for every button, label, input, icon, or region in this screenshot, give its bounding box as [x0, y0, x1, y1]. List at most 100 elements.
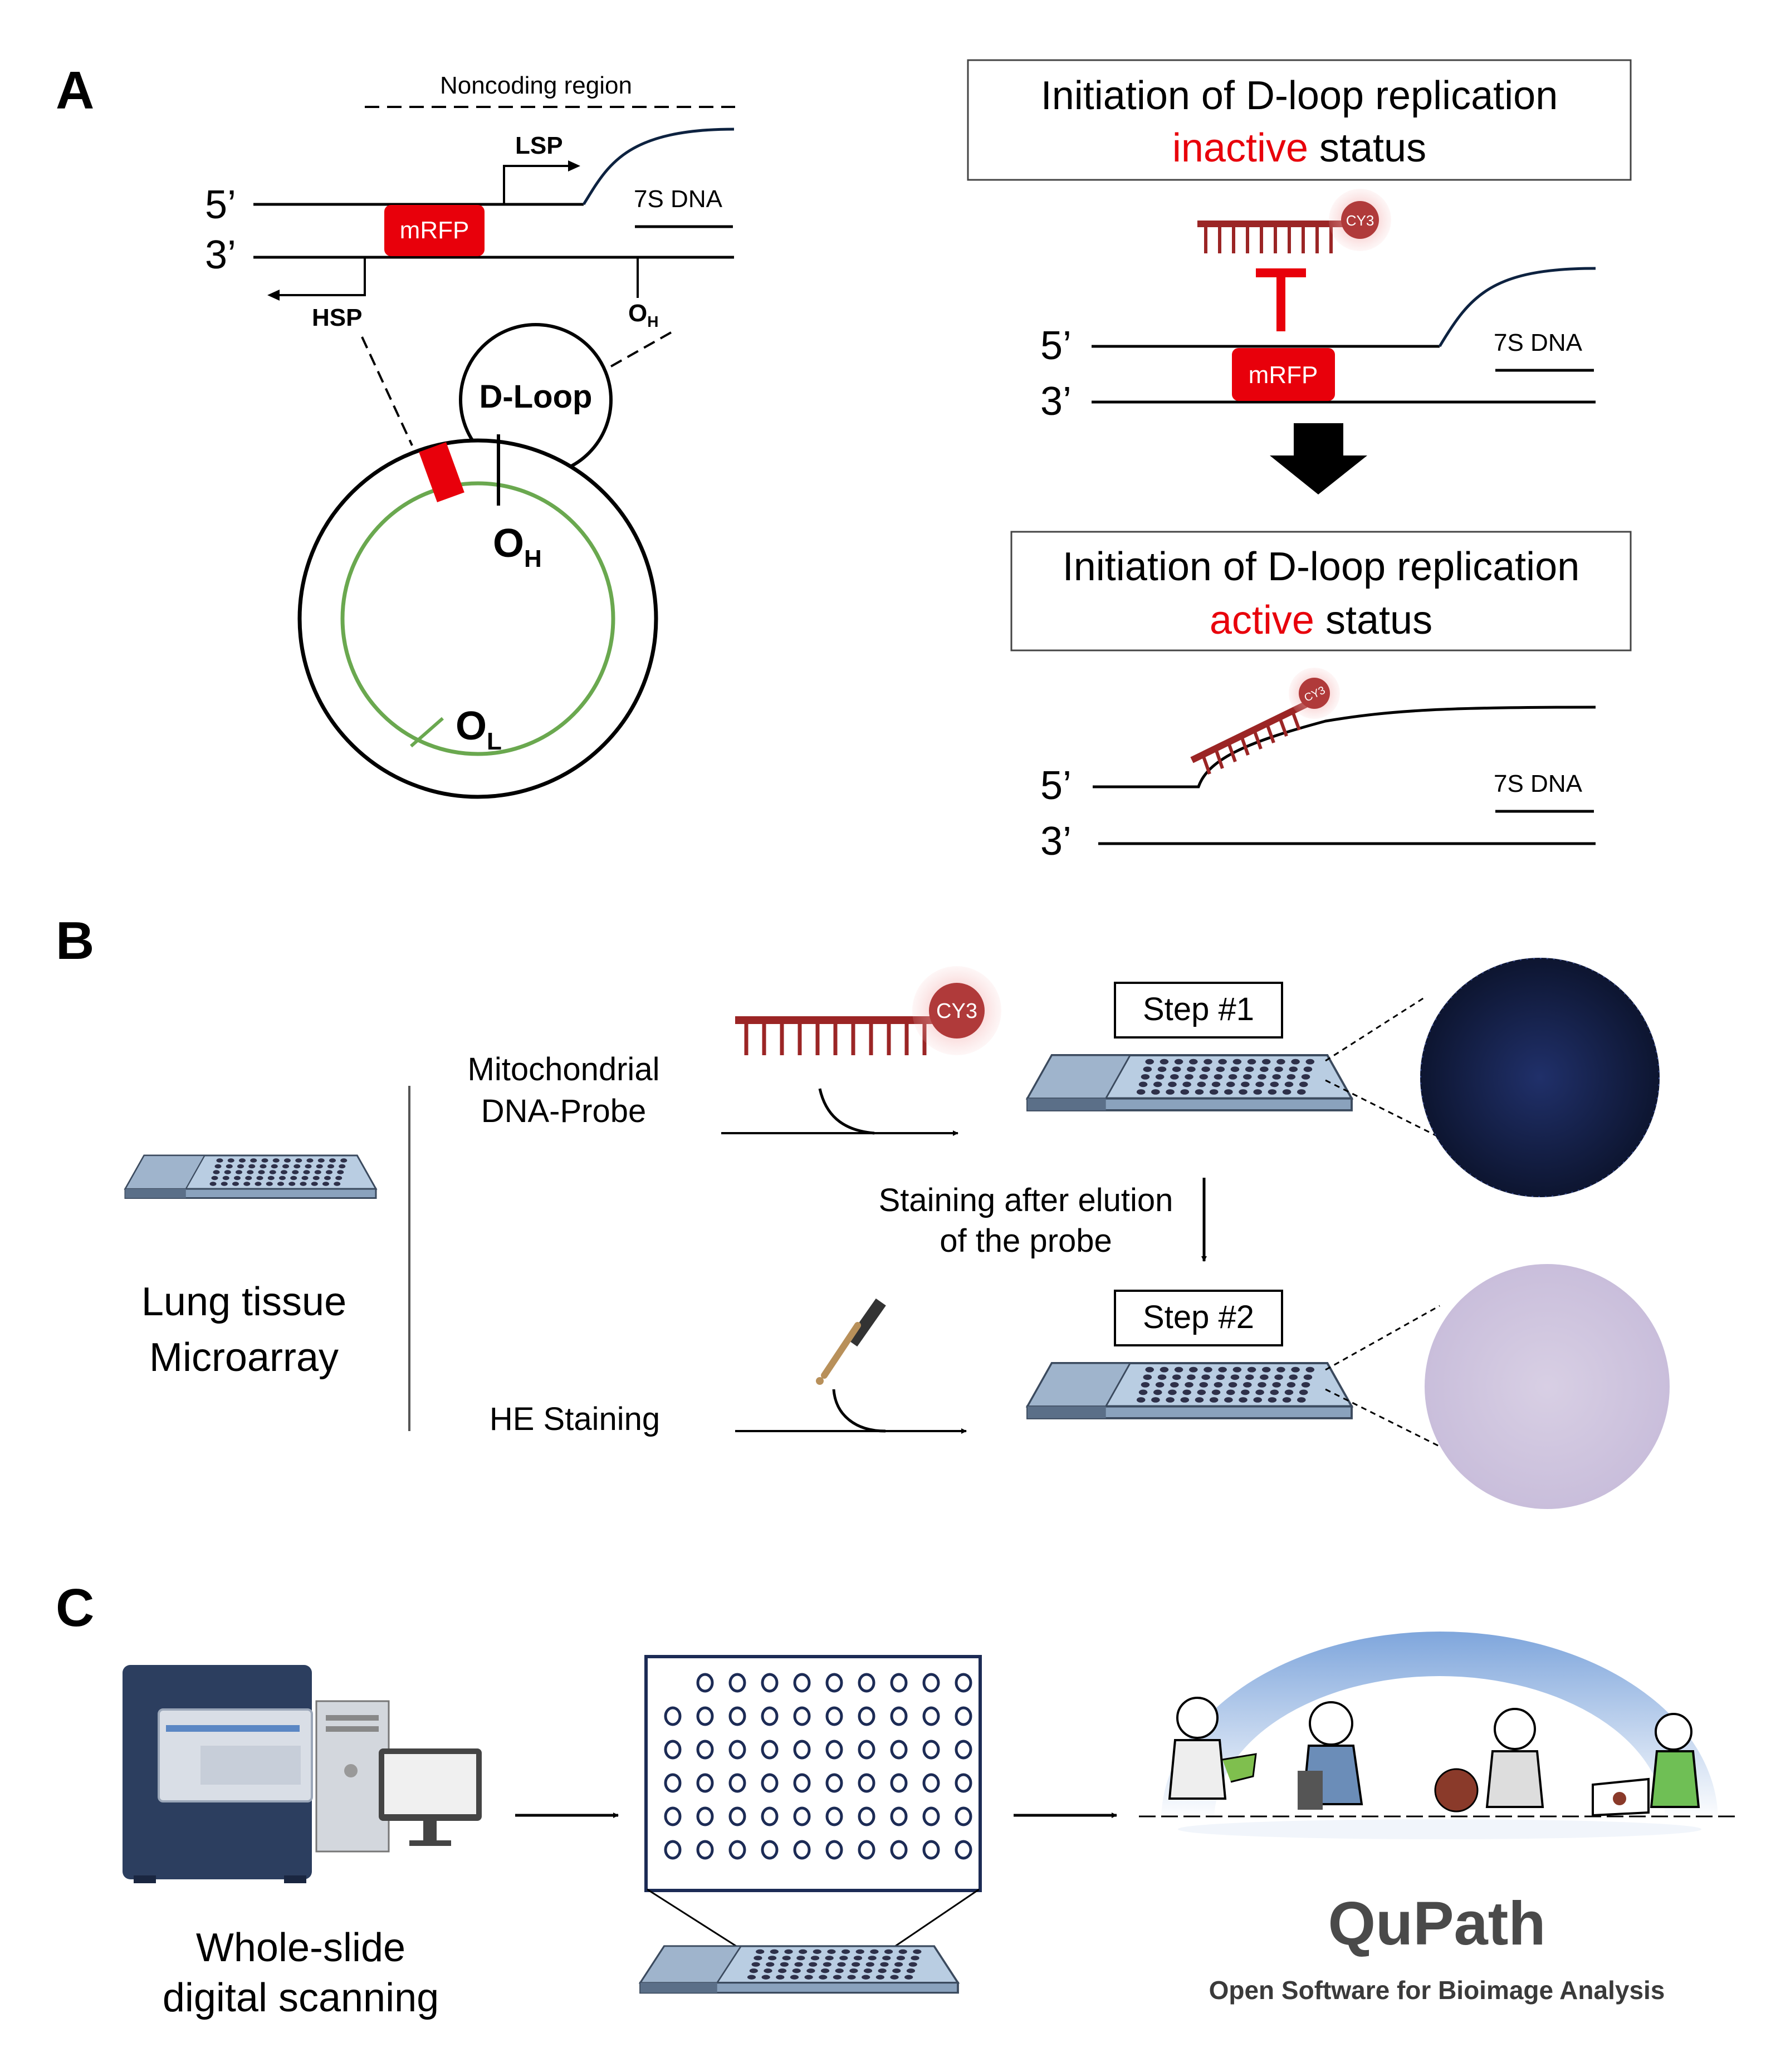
slide-core-dot — [1141, 1074, 1150, 1080]
slide-core-dot — [1301, 1382, 1310, 1388]
slide-core-dot — [1187, 1066, 1196, 1072]
slide-core-dot — [896, 1956, 905, 1961]
slide-core-dot — [1232, 1059, 1242, 1065]
probe-flow-curve — [818, 1088, 875, 1135]
slide-core-dot — [847, 1975, 856, 1980]
tma-core-circle — [825, 1706, 843, 1726]
tma-core-circle — [858, 1773, 875, 1793]
slide-core-dot — [1289, 1374, 1298, 1380]
dloop-label: D-Loop — [480, 379, 593, 415]
ol-origin-tick — [410, 717, 444, 748]
tma-core-circle — [858, 1673, 875, 1693]
tma-core-circle — [728, 1740, 746, 1760]
slide-core-dot — [1255, 1081, 1264, 1088]
tma-core-circle — [955, 1840, 972, 1860]
computer-tower-icon — [315, 1700, 390, 1853]
seven-s-label-r2: 7S DNA — [1494, 770, 1583, 797]
three-prime-label: 3’ — [205, 233, 236, 277]
slide-core-dot — [1138, 1389, 1148, 1395]
slide-core-dot — [833, 1975, 842, 1980]
slide-core-dot — [794, 1962, 803, 1967]
slide-core-dot — [1272, 1382, 1281, 1388]
slide-core-dot — [222, 1175, 229, 1180]
slide-core-dot — [1155, 1382, 1165, 1388]
tma-core-circle — [922, 1673, 940, 1693]
scan-label-line2: digital scanning — [163, 1976, 439, 2020]
slide-core-dot — [1211, 1389, 1221, 1395]
slide-core-dot — [749, 1968, 758, 1973]
oh-small-label: OH — [628, 300, 658, 330]
slide-core-dot — [1157, 1066, 1167, 1072]
seven-s-dna-label: 7S DNA — [634, 185, 723, 213]
slide-core-dot — [806, 1968, 815, 1973]
slide-core-dot — [1189, 1366, 1198, 1373]
slide-core-dot — [250, 1158, 257, 1163]
slide-core-dot — [277, 1182, 284, 1186]
slide-core-dot — [1286, 1382, 1296, 1388]
slide-core-dot — [1258, 1382, 1266, 1388]
slide-core-dot — [1247, 1366, 1256, 1373]
slide-core-dot — [324, 1175, 331, 1180]
microarray-slide-left — [124, 1154, 377, 1199]
slide-core-dot — [1260, 1066, 1269, 1072]
tma-core-circle — [858, 1840, 875, 1860]
tma-core-circle — [922, 1840, 940, 1860]
slide-core-dot — [300, 1182, 307, 1186]
slide-core-dot — [820, 1968, 830, 1973]
tma-core-circle — [922, 1740, 940, 1760]
slide-core-dot — [884, 1949, 893, 1954]
slide-core-dot — [1218, 1366, 1227, 1373]
tma-core-circle — [825, 1773, 843, 1793]
slide-core-dot — [1195, 1397, 1204, 1403]
slide-core-dot — [908, 1962, 917, 1967]
slide-core-dot — [747, 1975, 756, 1980]
tma-core-circle — [761, 1740, 779, 1760]
slide-core-dot — [1218, 1059, 1227, 1065]
slide-core-dot — [1245, 1374, 1254, 1380]
slide-core-dot — [234, 1175, 241, 1180]
slide-core-dot — [236, 1170, 242, 1174]
slide-core-dot — [255, 1182, 262, 1186]
mrfp-label: mRFP — [400, 217, 469, 244]
microarray-slide-c — [639, 1945, 959, 1994]
slide-core-dot — [256, 1175, 263, 1180]
slide-core-dot — [1136, 1397, 1146, 1403]
tma-core-circle — [728, 1673, 746, 1693]
slide-core-dot — [1180, 1397, 1190, 1403]
hsp-arrowhead — [267, 290, 280, 301]
slide-core-dot — [317, 1158, 325, 1163]
tma-core-circle — [664, 1840, 682, 1860]
slide-core-dot — [1239, 1397, 1248, 1403]
zoom-line-step1-bottom — [1325, 1079, 1449, 1143]
slide-core-dot — [1170, 1382, 1179, 1388]
tma-core-circle — [793, 1773, 811, 1793]
tma-core-circle — [761, 1806, 779, 1826]
slide-core-dot — [1299, 1081, 1308, 1088]
tma-core-circle — [825, 1806, 843, 1826]
slide-core-dot — [224, 1170, 231, 1174]
slide-core-dot — [842, 1949, 850, 1954]
slide-core-dot — [211, 1175, 218, 1180]
transition-arrow — [1270, 423, 1367, 494]
slide-core-dot — [216, 1158, 223, 1163]
slide-core-dot — [1185, 1074, 1193, 1080]
elution-label-line1: Staining after elution — [879, 1182, 1173, 1218]
mrfp-box-r — [1232, 348, 1335, 401]
slide-core-dot — [882, 1956, 891, 1961]
tma-core-circle — [858, 1740, 875, 1760]
slide-core-dot — [904, 1975, 913, 1980]
tma-core-circle — [696, 1740, 714, 1760]
slide-core-dot — [784, 1949, 793, 1954]
elution-label-line2: of the probe — [940, 1223, 1112, 1259]
tma-core-circle — [793, 1840, 811, 1860]
slide-core-dot — [1241, 1081, 1250, 1088]
connector-left-dashed — [361, 336, 413, 446]
slide-core-dot — [1214, 1382, 1223, 1388]
slide-core-dot — [1291, 1059, 1300, 1065]
slide-core-dot — [1166, 1089, 1175, 1095]
slide-core-dot — [865, 1962, 874, 1967]
slide-core-dot — [1172, 1374, 1181, 1380]
zoom-line-step2-top — [1325, 1305, 1440, 1371]
tma-core-circle — [761, 1706, 779, 1726]
